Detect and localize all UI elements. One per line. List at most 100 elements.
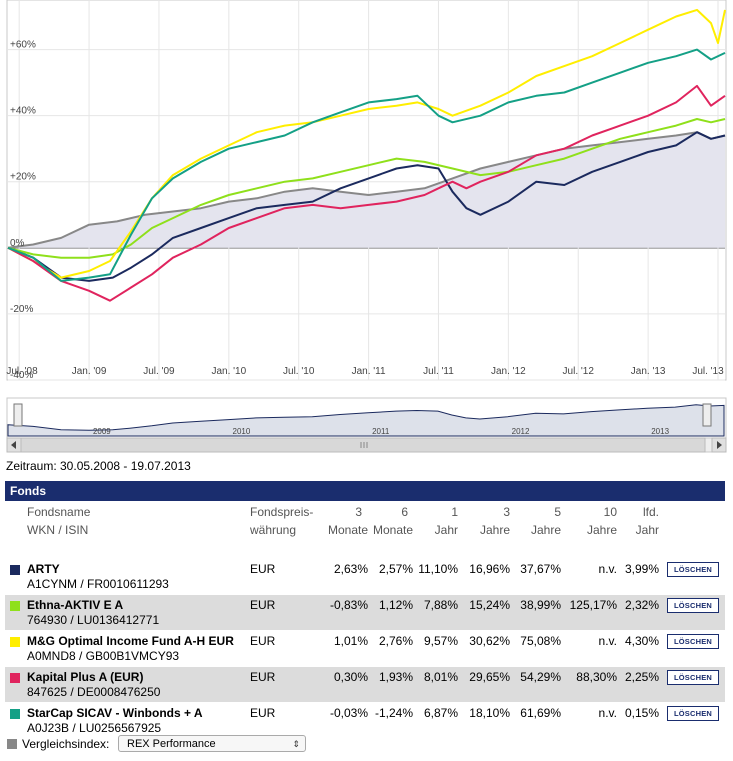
- series-color-swatch: [10, 637, 20, 647]
- perf-10y: 88,30%: [576, 670, 617, 684]
- perf-3m: 1,01%: [333, 634, 368, 648]
- delete-button[interactable]: LÖSCHEN: [667, 562, 719, 577]
- navigator-year-label: 2009: [93, 427, 111, 436]
- series-color-swatch: [10, 709, 20, 719]
- y-tick-labels: +60% +40% +20% 0% -20% -40%: [10, 40, 36, 381]
- navigator-labels: 2009 2010 2011 2012 2013: [93, 427, 670, 436]
- perf-ytd: 0,15%: [624, 706, 659, 720]
- x-tick-label: Jul. '11: [423, 366, 454, 377]
- rex-area: [8, 132, 725, 248]
- header-5y-label: Jahre: [530, 523, 561, 537]
- perf-3m: 2,63%: [333, 562, 368, 576]
- series-color-swatch: [10, 673, 20, 683]
- fund-id: A1CYNM / FR0010611293: [27, 577, 169, 591]
- header-wkn-isin: WKN / ISIN: [27, 523, 89, 537]
- scrollbar-grip-icon: [360, 442, 368, 448]
- x-tick-label: Jul. '09: [143, 366, 175, 377]
- fund-currency: EUR: [250, 562, 276, 576]
- fund-currency: EUR: [250, 706, 276, 720]
- fund-id: A0J23B / LU0256567925: [27, 721, 162, 735]
- perf-1y: 9,57%: [423, 634, 458, 648]
- perf-5y: 37,67%: [520, 562, 561, 576]
- period-text: Zeitraum: 30.05.2008 - 19.07.2013: [6, 459, 191, 473]
- series-line-mg: [7, 8, 726, 279]
- comparison-label: Vergleichsindex:: [22, 737, 110, 751]
- delete-button[interactable]: LÖSCHEN: [667, 670, 719, 685]
- x-tick-label: Jul. '12: [563, 366, 595, 377]
- delete-button[interactable]: LÖSCHEN: [667, 598, 719, 613]
- table-row: Kapital Plus A (EUR) 847625 / DE00084762…: [5, 666, 725, 702]
- perf-10y: n.v.: [598, 706, 617, 720]
- table-row: ARTY A1CYNM / FR0010611293 EUR 2,63% 2,5…: [5, 558, 725, 594]
- fund-id: A0MND8 / GB00B1VMCY93: [27, 649, 180, 663]
- navigator-left-handle[interactable]: [13, 403, 23, 427]
- header-currency-2: währung: [250, 523, 297, 537]
- comparison-color-swatch: [7, 739, 17, 749]
- fund-currency: EUR: [250, 634, 276, 648]
- delete-button[interactable]: LÖSCHEN: [667, 634, 719, 649]
- perf-6m: 2,76%: [378, 634, 413, 648]
- header-3y-num: 3: [503, 505, 510, 519]
- perf-1y: 7,88%: [423, 598, 458, 612]
- perf-6m: 1,12%: [378, 598, 413, 612]
- header-fondsname: Fondsname: [27, 505, 91, 519]
- series-line-arty: [7, 131, 726, 282]
- series-line-starcap: [7, 48, 726, 282]
- header-3y-label: Jahre: [479, 523, 510, 537]
- x-tick-label: Jan. '12: [491, 366, 526, 377]
- perf-3y: 18,10%: [469, 706, 510, 720]
- fund-name: ARTY: [27, 562, 60, 576]
- perf-10y: 125,17%: [569, 598, 617, 612]
- header-3m-num: 3: [355, 505, 362, 519]
- perf-3y: 15,24%: [469, 598, 510, 612]
- perf-3m: -0,83%: [329, 598, 368, 612]
- fund-name: M&G Optimal Income Fund A-H EUR: [27, 634, 234, 648]
- header-3m-label: Monate: [327, 523, 368, 537]
- perf-10y: n.v.: [598, 562, 617, 576]
- perf-1y: 6,87%: [423, 706, 458, 720]
- perf-5y: 61,69%: [520, 706, 561, 720]
- navigator-year-label: 2011: [372, 427, 390, 436]
- perf-ytd: 2,25%: [624, 670, 659, 684]
- perf-3y: 29,65%: [469, 670, 510, 684]
- perf-ytd: 4,30%: [624, 634, 659, 648]
- y-tick-label: +20%: [10, 172, 36, 183]
- perf-1y: 11,10%: [418, 562, 458, 576]
- scrollbar-thumb[interactable]: [20, 437, 706, 453]
- delete-button[interactable]: LÖSCHEN: [667, 706, 719, 721]
- table-row: StarCap SICAV - Winbonds + A A0J23B / LU…: [5, 702, 725, 738]
- header-1y-num: 1: [451, 505, 458, 519]
- scroll-right-icon: [717, 441, 722, 449]
- table-column-headers: Fondsname WKN / ISIN Fondspreis- währung…: [5, 501, 725, 558]
- navigator-year-label: 2012: [512, 427, 530, 436]
- y-tick-label: 0%: [10, 238, 25, 249]
- navigator-year-label: 2010: [233, 427, 251, 436]
- perf-ytd: 2,32%: [624, 598, 659, 612]
- series-color-swatch: [10, 565, 20, 575]
- x-tick-label: Jan. '11: [352, 366, 386, 377]
- performance-chart: +60%+40%+20%0%-20%-40% Jul. '08 Jan. '09 J…: [6, 0, 727, 453]
- perf-3y: 16,96%: [469, 562, 510, 576]
- header-1y-label: Jahr: [434, 523, 458, 537]
- fund-name: StarCap SICAV - Winbonds + A: [27, 706, 203, 720]
- header-currency-1: Fondspreis-: [250, 505, 314, 519]
- fund-name: Kapital Plus A (EUR): [27, 670, 144, 684]
- scroll-left-icon: [11, 441, 16, 449]
- header-6m-num: 6: [401, 505, 408, 519]
- header-ytd-label: Jahr: [635, 523, 659, 537]
- perf-3y: 30,62%: [469, 634, 510, 648]
- comparison-index-select[interactable]: REX Performance ⇕: [118, 735, 306, 752]
- perf-1y: 8,01%: [423, 670, 458, 684]
- fonds-table-title: Fonds: [5, 481, 725, 501]
- perf-5y: 38,99%: [520, 598, 561, 612]
- x-tick-label: Jan. '13: [631, 366, 666, 377]
- navigator-right-handle[interactable]: [702, 403, 712, 427]
- perf-6m: 2,57%: [378, 562, 413, 576]
- fund-currency: EUR: [250, 598, 276, 612]
- fund-id: 764930 / LU0136412771: [27, 613, 160, 627]
- fund-currency: EUR: [250, 670, 276, 684]
- table-row: M&G Optimal Income Fund A-H EUR A0MND8 /…: [5, 630, 725, 666]
- x-tick-label: Jul. '10: [283, 366, 315, 377]
- y-tick-label: +40%: [10, 106, 36, 117]
- y-tick-label: +60%: [10, 40, 36, 51]
